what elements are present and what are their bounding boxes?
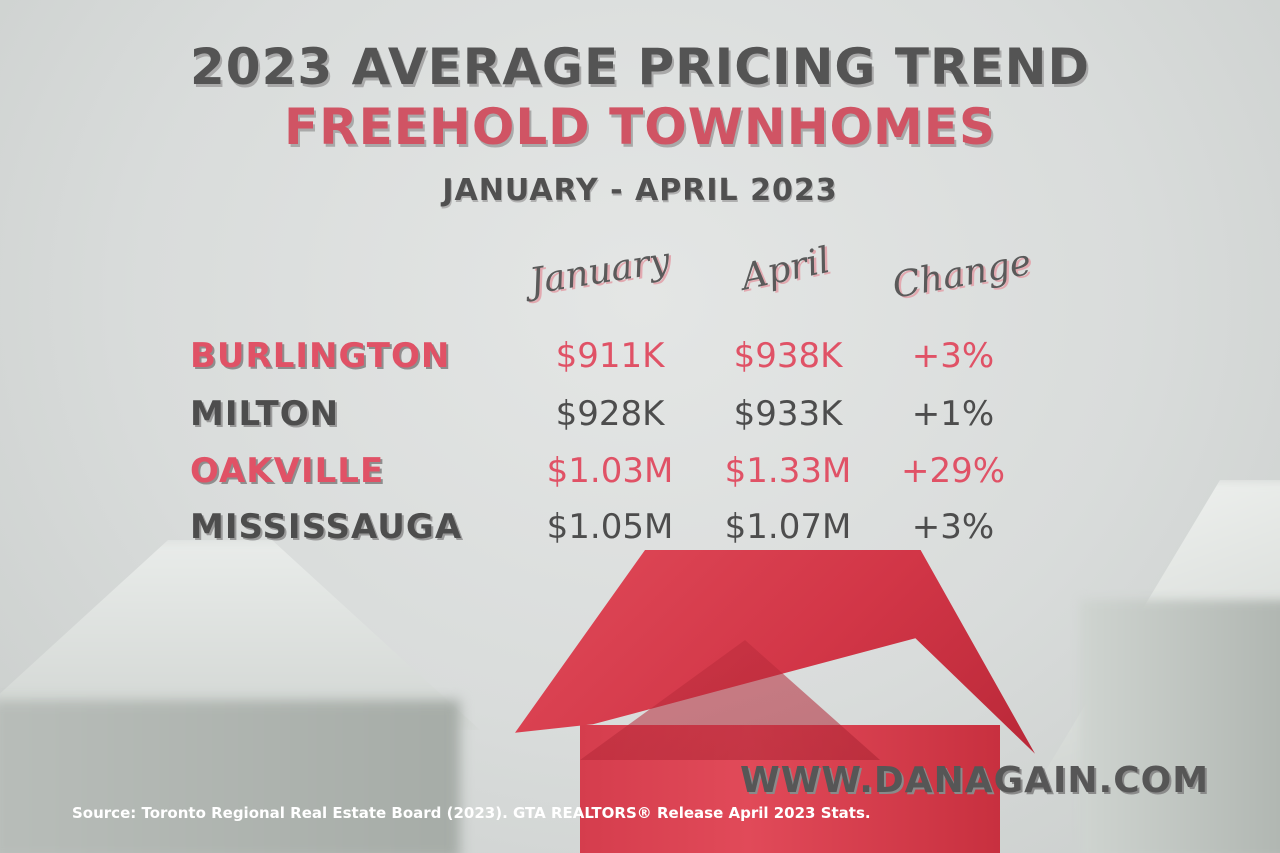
city-name: MISSISSAUGA xyxy=(190,507,463,547)
column-header-january: January xyxy=(526,240,673,303)
price-change: +1% xyxy=(911,394,995,434)
page-title: 2023 AVERAGE PRICING TREND xyxy=(190,38,1090,96)
page-subtitle: FREEHOLD TOWNHOMES xyxy=(284,98,996,156)
background-house-right-body xyxy=(1080,600,1280,853)
april-price: $933K xyxy=(733,394,843,434)
january-price: $1.05M xyxy=(546,507,674,547)
table-row-oakville: OAKVILLE $1.03M $1.33M +29% xyxy=(0,451,1280,507)
april-price: $938K xyxy=(733,336,843,376)
january-price: $1.03M xyxy=(546,451,674,491)
january-price: $928K xyxy=(555,394,665,434)
date-range: JANUARY - APRIL 2023 xyxy=(442,173,838,208)
table-row-milton: MILTON $928K $933K +1% xyxy=(0,394,1280,450)
april-price: $1.33M xyxy=(724,451,852,491)
april-price: $1.07M xyxy=(724,507,852,547)
column-header-april: April xyxy=(737,239,834,299)
table-row-burlington: BURLINGTON $911K $938K +3% xyxy=(0,336,1280,392)
january-price: $911K xyxy=(555,336,665,376)
city-name: MILTON xyxy=(190,394,340,434)
column-header-change: Change xyxy=(889,242,1035,307)
city-name: OAKVILLE xyxy=(190,451,385,491)
background-house-left-body xyxy=(0,700,460,853)
table-row-mississauga: MISSISSAUGA $1.05M $1.07M +3% xyxy=(0,507,1280,563)
price-change: +3% xyxy=(911,336,995,376)
price-change: +29% xyxy=(900,451,1006,491)
source-citation: Source: Toronto Regional Real Estate Boa… xyxy=(72,804,871,822)
website-url: WWW.DANAGAIN.COM xyxy=(740,760,1210,801)
price-change: +3% xyxy=(911,507,995,547)
city-name: BURLINGTON xyxy=(190,336,451,376)
